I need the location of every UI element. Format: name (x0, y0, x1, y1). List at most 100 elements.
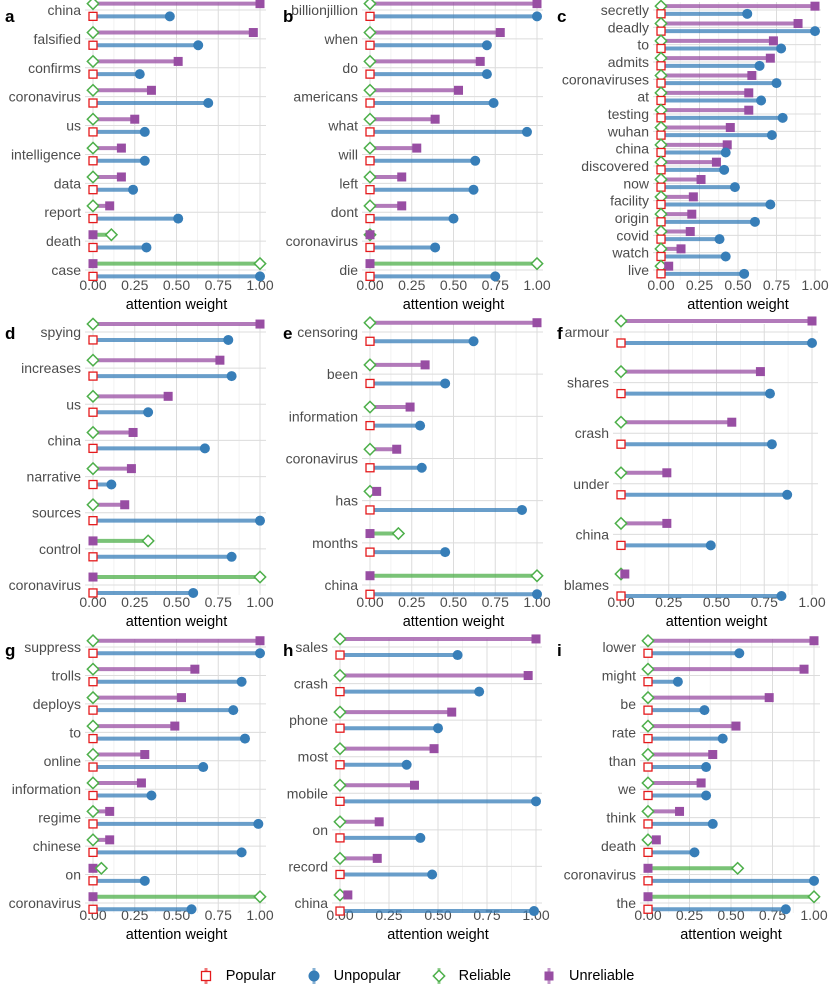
reliable-marker (86, 747, 100, 762)
reliable-marker (86, 461, 100, 476)
x-tick-label: 1.00 (246, 907, 273, 923)
reliable-marker (141, 534, 155, 548)
x-axis-title: attention weight (126, 297, 228, 313)
unreliable-marker (793, 19, 803, 29)
reliable-marker (333, 815, 347, 829)
unreliable-marker (88, 572, 98, 582)
figure: 0.00 0.25 0.50 0.75 1.00chinafalsifiedconfir… (5, 0, 829, 943)
unpopular-marker (705, 540, 716, 551)
popular-marker (643, 847, 653, 858)
popular-marker (656, 182, 666, 192)
unpopular-marker (415, 832, 426, 843)
category-label: phone (289, 712, 328, 728)
reliable-marker (333, 888, 347, 902)
popular-marker (365, 213, 375, 224)
x-axis-title: attention weight (687, 297, 789, 313)
panel-label: a (5, 7, 15, 26)
category-label: increases (21, 360, 81, 376)
unreliable-marker (88, 536, 98, 546)
popular-marker (365, 11, 375, 22)
popular-marker (365, 40, 375, 50)
popular-marker (656, 165, 666, 175)
legend-item-reliable: Reliable (429, 966, 511, 986)
popular-marker (88, 904, 98, 914)
popular-marker (335, 833, 345, 843)
unreliable-marker (531, 634, 541, 644)
unpopular-marker (146, 790, 157, 801)
unreliable-marker (688, 192, 698, 202)
popular-marker (88, 847, 98, 858)
x-tick-label: 0.75 (205, 907, 232, 923)
unpopular-marker (236, 847, 247, 858)
unpopular-marker (255, 515, 265, 526)
category-label: been (327, 366, 358, 382)
unreliable-marker (722, 140, 732, 150)
unpopular-marker (481, 69, 492, 80)
unpopular-marker (720, 251, 731, 262)
unpopular-marker (226, 551, 237, 562)
unreliable-marker (664, 261, 674, 271)
unreliable-marker (116, 143, 126, 153)
unpopular-marker (106, 479, 117, 490)
panel-a: 0.00 0.25 0.50 0.75 1.00 china falsified confir… (5, 0, 274, 313)
popular-marker (88, 69, 98, 79)
popular-marker (616, 540, 626, 551)
popular-marker (365, 242, 375, 253)
reliable-marker (614, 415, 628, 429)
category-label: shares (567, 375, 609, 391)
unreliable-marker (768, 36, 778, 46)
unpopular-marker (223, 334, 234, 345)
popular-marker (88, 11, 98, 22)
category-label: be (620, 696, 636, 712)
panel-label: c (557, 7, 566, 26)
popular-marker (88, 762, 98, 772)
unpopular-marker (468, 336, 479, 347)
x-tick-label: 0.00 (356, 277, 383, 293)
unreliable-marker (136, 778, 146, 788)
popular-marker (643, 677, 653, 687)
popular-marker (656, 130, 666, 140)
unpopular-marker (427, 869, 438, 880)
category-label: chinese (33, 838, 81, 854)
popular-marker (88, 40, 98, 50)
unpopular-marker (754, 60, 765, 71)
x-tick-label: 0.25 (121, 594, 148, 610)
reliable-marker (86, 112, 100, 126)
reliable-marker (333, 668, 347, 683)
reliable-marker (641, 747, 655, 762)
popular-marker (88, 335, 98, 345)
category-label: deploys (33, 696, 81, 712)
popular-marker (335, 869, 345, 880)
x-axis-title: attention weight (403, 297, 505, 313)
reliable-marker (363, 25, 377, 40)
legend-key-unreliable (544, 968, 554, 984)
x-tick-label: 0.75 (763, 277, 790, 293)
unreliable-marker (372, 853, 382, 863)
unpopular-marker (719, 164, 730, 175)
reliable-marker (86, 776, 100, 790)
panel-g: 0.00 0.25 0.50 0.75 1.00suppresstrollsdeploy… (5, 634, 274, 943)
unpopular-marker (416, 462, 427, 473)
category-label: when (324, 31, 358, 47)
popular-marker (616, 439, 626, 449)
popular-marker (643, 648, 653, 658)
legend-key-reliable (431, 968, 446, 984)
category-label: blames (564, 577, 609, 593)
x-axis-title: attention weight (387, 927, 489, 943)
reliable-marker (86, 425, 100, 440)
unpopular-marker (749, 216, 760, 227)
unreliable-marker (744, 88, 754, 98)
unreliable-marker (255, 0, 265, 9)
unreliable-marker (744, 105, 754, 115)
x-axis-title: attention weight (126, 614, 228, 630)
reliable-marker (654, 172, 668, 187)
x-tick-label: 0.75 (482, 277, 509, 293)
category-label: coronaviruses (562, 71, 649, 87)
x-tick-label: 0.25 (398, 594, 425, 610)
unreliable-marker (696, 175, 706, 185)
category-label: us (66, 118, 81, 134)
category-label: americans (293, 89, 358, 105)
popular-marker (365, 378, 375, 389)
category-label: china (48, 432, 82, 448)
unreliable-marker (454, 85, 464, 95)
